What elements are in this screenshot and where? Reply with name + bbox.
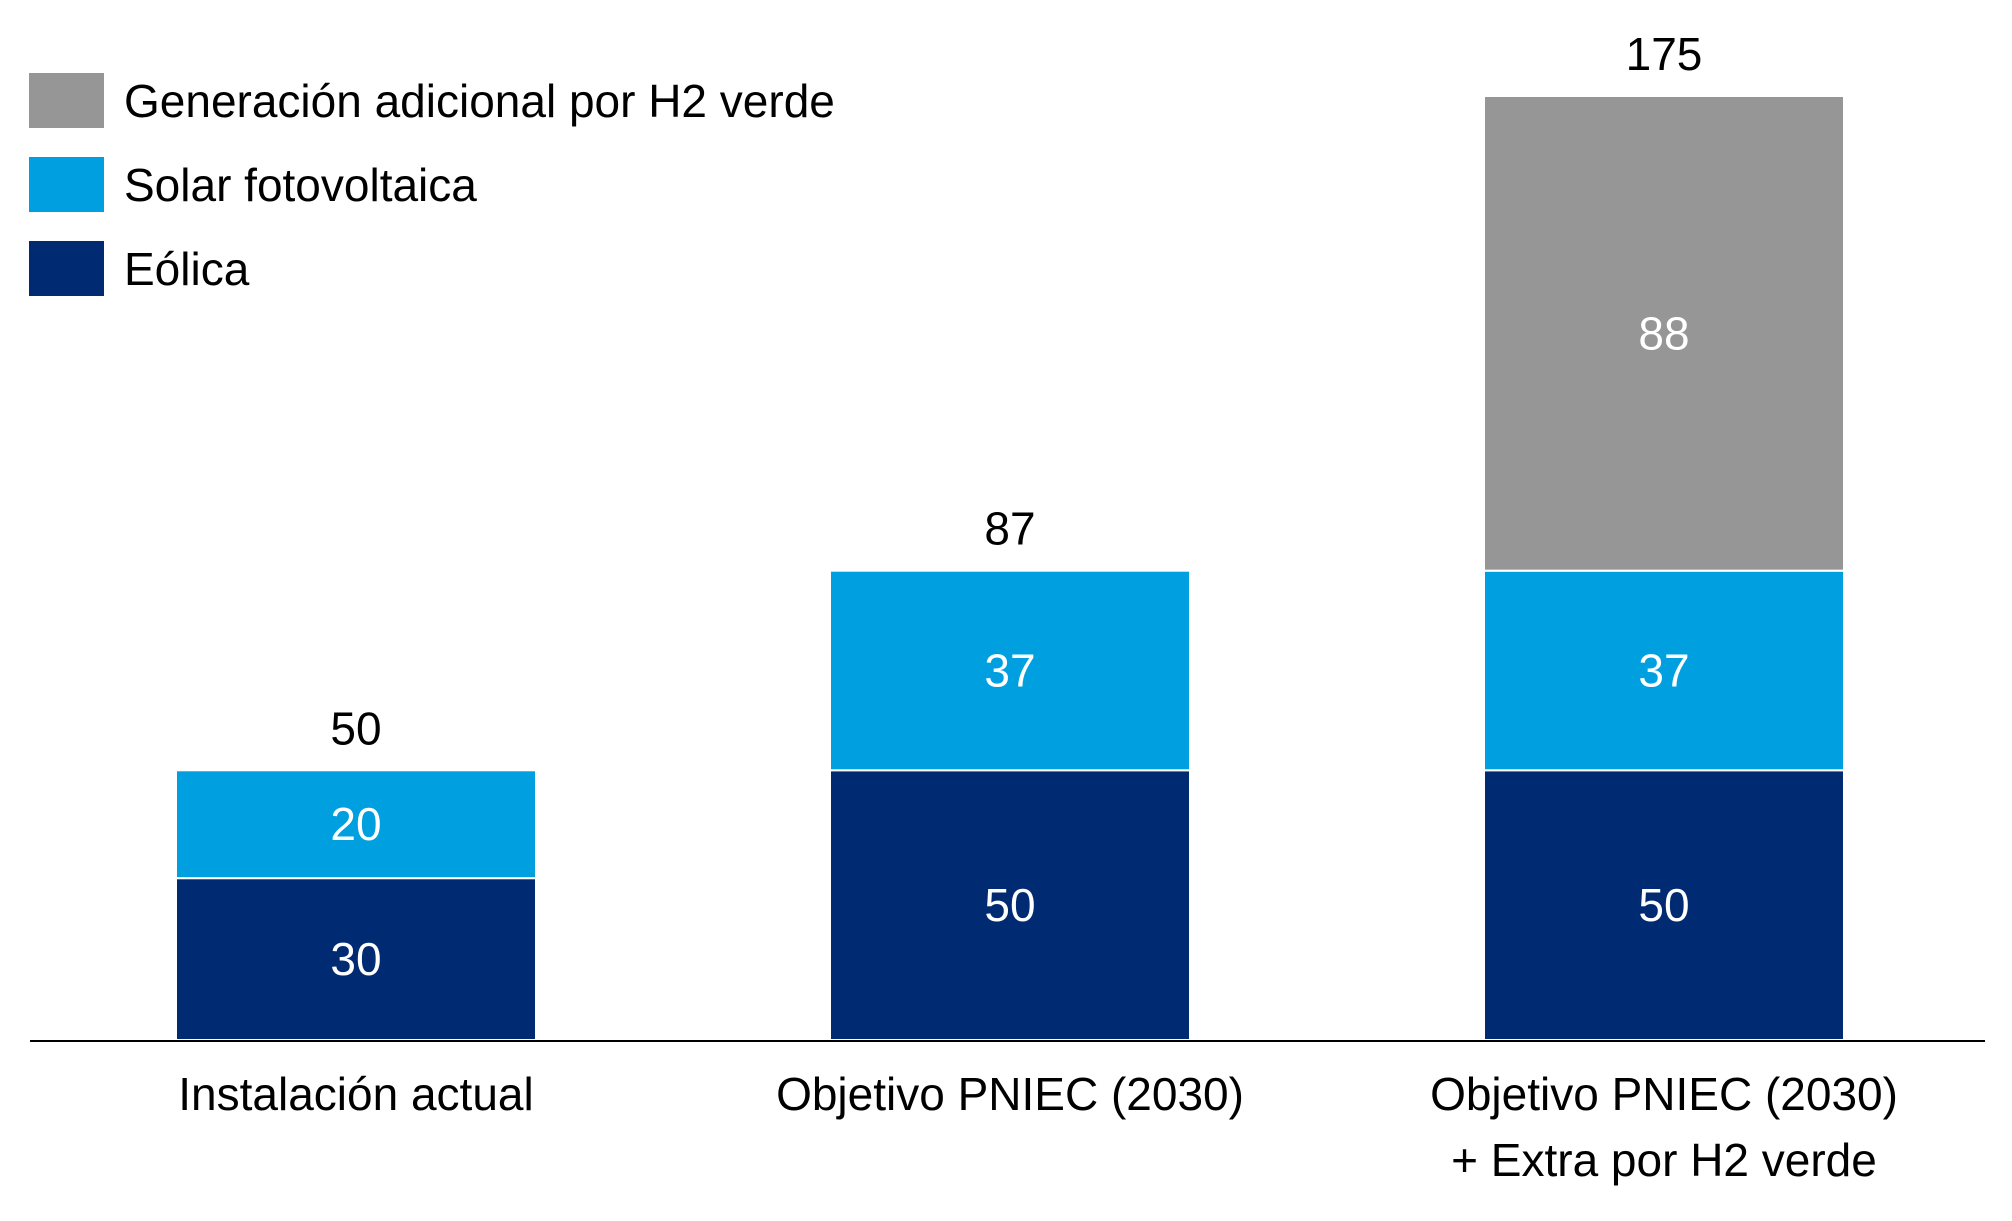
segment-value-label: 50 bbox=[1638, 879, 1689, 931]
legend-swatch bbox=[29, 157, 104, 212]
bar-segment bbox=[1483, 569, 1845, 772]
segment-value-label: 37 bbox=[1638, 644, 1689, 696]
segment-value-label: 20 bbox=[330, 798, 381, 850]
category-label: Objetivo PNIEC (2030) bbox=[1430, 1068, 1898, 1120]
bar-segment bbox=[829, 569, 1191, 772]
segment-value-label: 37 bbox=[984, 644, 1035, 696]
legend-swatch bbox=[29, 73, 104, 128]
bar-segment bbox=[1483, 769, 1845, 1041]
total-value-label: 50 bbox=[330, 702, 381, 754]
category-label: Instalación actual bbox=[178, 1068, 533, 1120]
legend-label: Eólica bbox=[124, 243, 250, 295]
total-value-label: 87 bbox=[984, 503, 1035, 555]
total-value-label: 175 bbox=[1626, 28, 1703, 80]
legend-label: Generación adicional por H2 verde bbox=[124, 75, 835, 127]
segment-value-label: 50 bbox=[984, 879, 1035, 931]
category-label: Objetivo PNIEC (2030) bbox=[776, 1068, 1244, 1120]
category-label: + Extra por H2 verde bbox=[1451, 1134, 1877, 1186]
legend-swatch bbox=[29, 241, 104, 296]
segment-value-label: 30 bbox=[330, 933, 381, 985]
legend-label: Solar fotovoltaica bbox=[124, 159, 477, 211]
bar-segment bbox=[175, 769, 537, 880]
bar-segment bbox=[175, 877, 537, 1042]
bar-segment bbox=[1483, 95, 1845, 572]
segment-value-label: 88 bbox=[1638, 307, 1689, 359]
